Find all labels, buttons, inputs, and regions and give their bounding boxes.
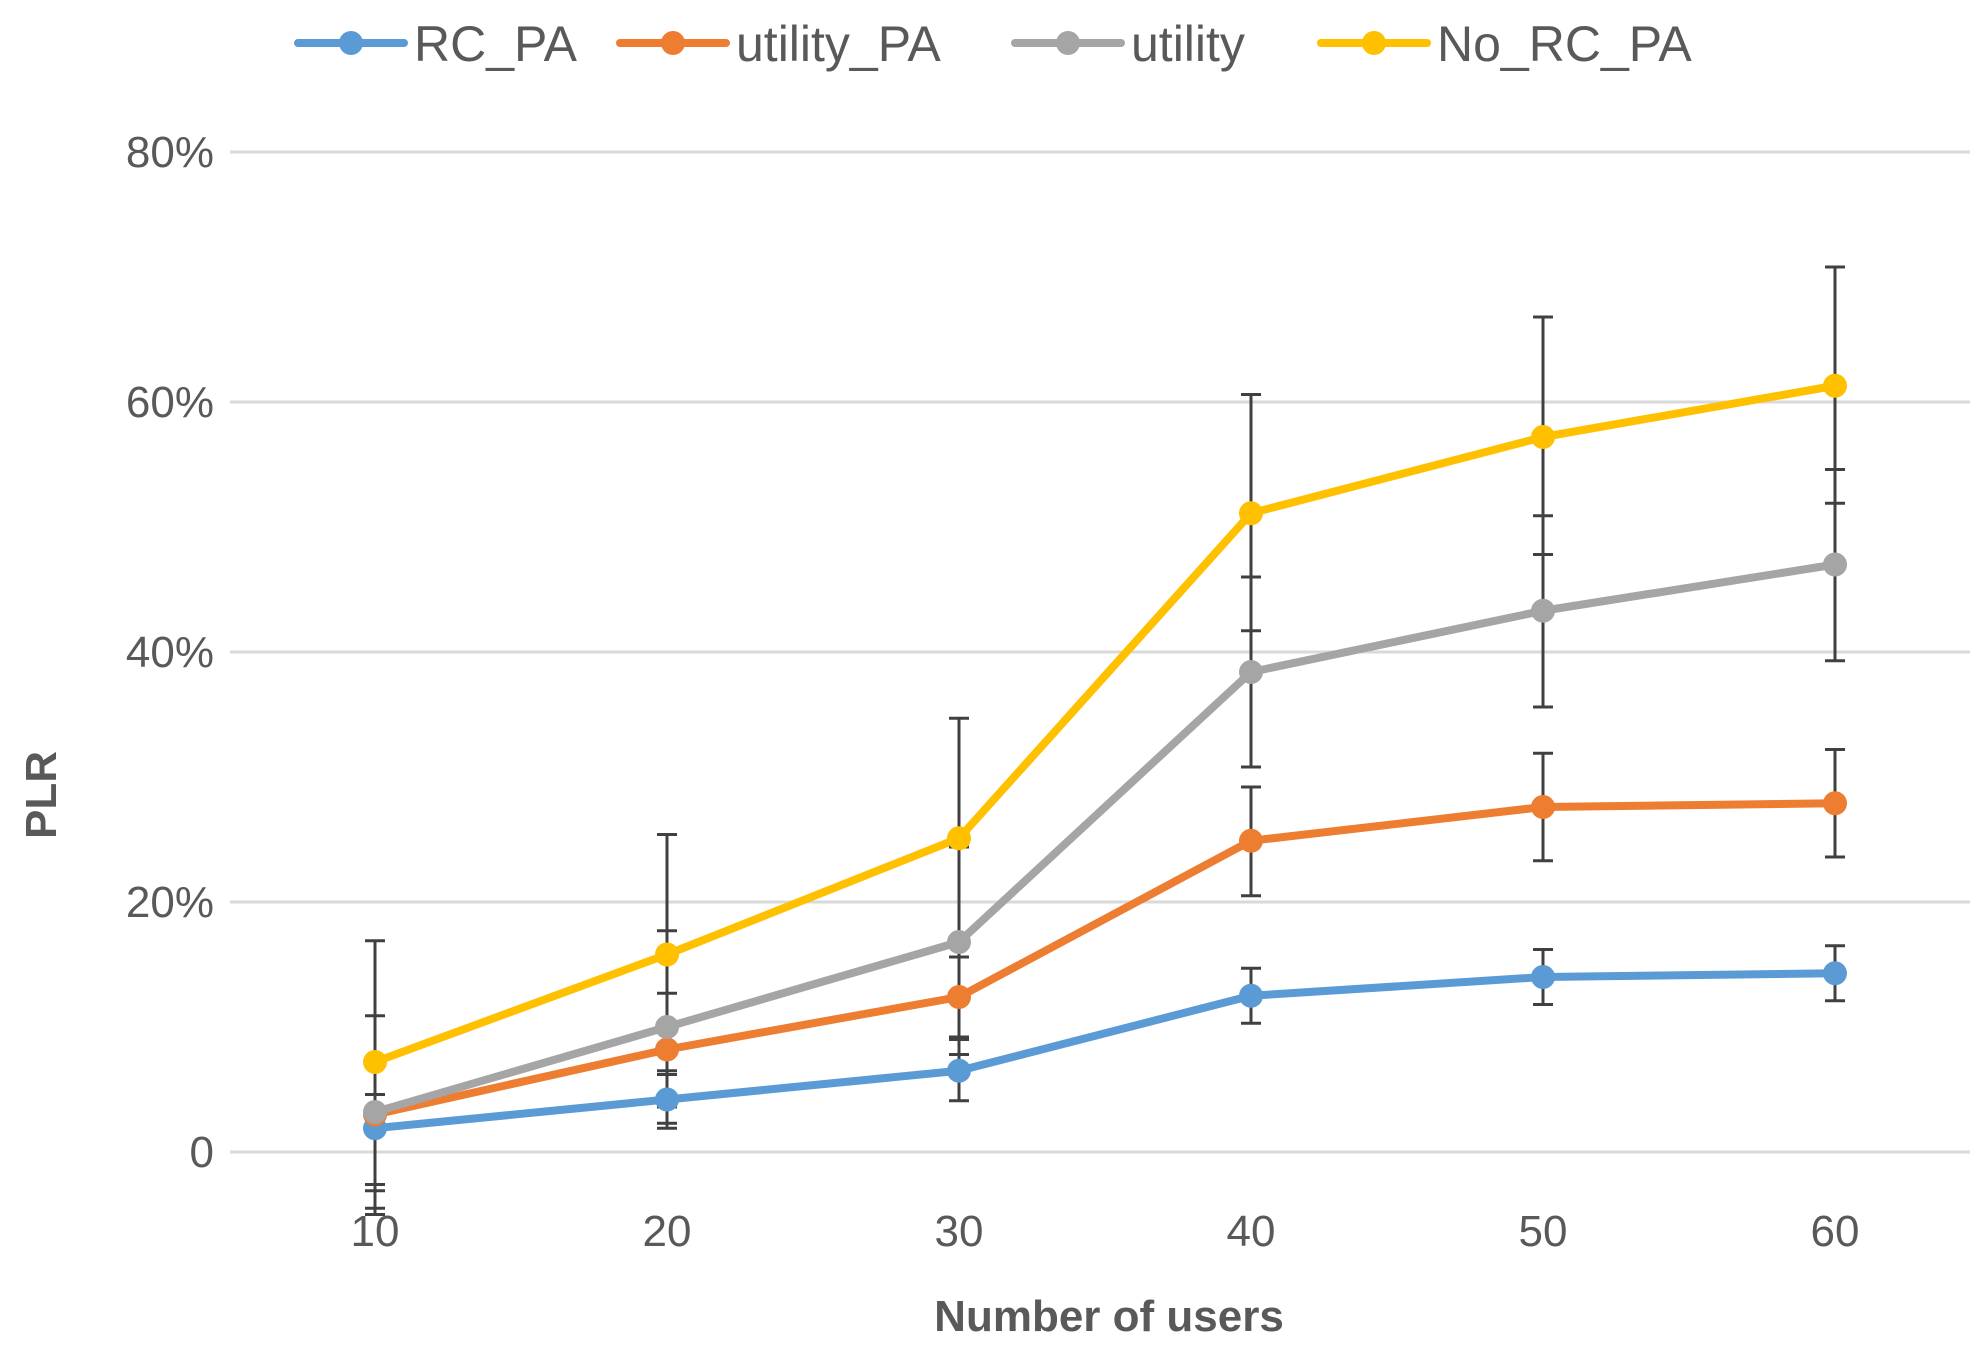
data-point-rc-pa (947, 1058, 971, 1083)
x-tick-label: 50 (1519, 1207, 1568, 1256)
data-point-no-rc-pa (363, 1050, 387, 1074)
data-point-rc-pa (1823, 961, 1847, 986)
data-point-utility (1823, 552, 1847, 577)
legend-marker-swatch (339, 31, 363, 55)
data-point-utility-pa (1823, 791, 1847, 816)
legend-marker-swatch (661, 31, 685, 55)
y-tick-label: 0 (190, 1128, 214, 1177)
series-line-no-rc-pa (371, 381, 1839, 1066)
legend-item-rc-pa: RC_PA (294, 16, 578, 72)
legend-marker-swatch (1362, 31, 1386, 55)
series-lines (371, 381, 1839, 1133)
data-point-utility (655, 1015, 679, 1039)
y-tick-label: 20% (126, 878, 214, 927)
data-point-rc-pa (1531, 965, 1555, 989)
legend-item-utility-pa: utility_PA (616, 16, 941, 72)
legend: RC_PA utility_PA utility No_RC_PA (294, 16, 1692, 72)
data-point-utility-pa (1239, 828, 1263, 853)
data-point-utility-pa (655, 1037, 679, 1062)
data-point-no-rc-pa (947, 826, 971, 851)
gridlines (230, 150, 1970, 1154)
data-point-no-rc-pa (1239, 501, 1263, 526)
legend-label: RC_PA (414, 16, 578, 72)
data-point-utility-pa (1531, 795, 1555, 819)
data-point-no-rc-pa (1531, 425, 1555, 449)
data-point-utility-pa (947, 985, 971, 1009)
series-line-rc-pa (371, 969, 1839, 1133)
data-point-utility (1239, 660, 1263, 684)
x-axis-title: Number of users (934, 1292, 1284, 1341)
legend-label: No_RC_PA (1437, 16, 1692, 72)
data-point-utility (1531, 598, 1555, 623)
data-point-no-rc-pa (655, 942, 679, 967)
y-axis-ticks: 0 20% 40% 60% 80% (126, 128, 214, 1177)
y-tick-label: 40% (126, 628, 214, 677)
data-point-rc-pa (1239, 983, 1263, 1008)
legend-item-no-rc-pa: No_RC_PA (1317, 16, 1692, 72)
data-point-rc-pa (655, 1087, 679, 1112)
legend-label: utility_PA (736, 16, 941, 72)
y-axis-title: PLR (17, 751, 66, 839)
x-axis-ticks: 10 20 30 40 50 60 (351, 1207, 1860, 1256)
series-line-utility (371, 560, 1839, 1116)
x-tick-label: 60 (1811, 1207, 1860, 1256)
x-tick-label: 40 (1227, 1207, 1276, 1256)
error-bars (365, 265, 1845, 1216)
x-tick-label: 30 (935, 1207, 984, 1256)
data-point-utility (947, 930, 971, 954)
legend-marker-swatch (1056, 31, 1080, 55)
legend-item-utility: utility (1011, 16, 1245, 72)
series-markers (363, 373, 1847, 1141)
data-point-utility (363, 1100, 387, 1124)
legend-label: utility (1131, 16, 1245, 72)
series-line-utility-pa (371, 799, 1839, 1119)
x-tick-label: 20 (643, 1207, 692, 1256)
y-tick-label: 60% (126, 378, 214, 427)
y-tick-label: 80% (126, 128, 214, 177)
data-point-no-rc-pa (1823, 373, 1847, 398)
